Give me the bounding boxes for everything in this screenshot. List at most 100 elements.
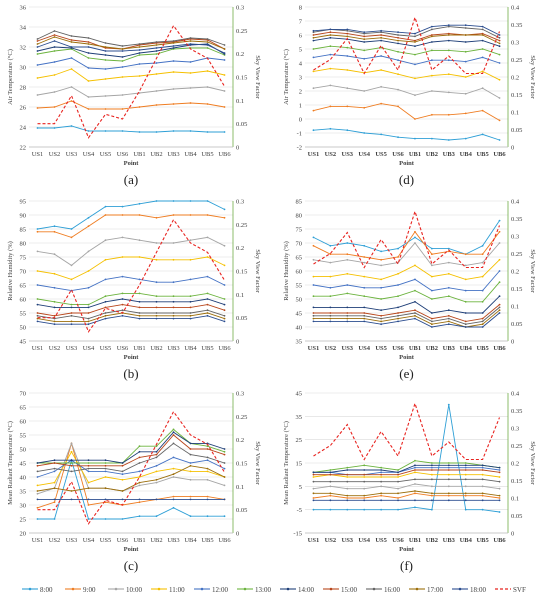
x-tick-label: US2 (49, 537, 61, 544)
series-line-8-00 (313, 128, 500, 141)
data-point (346, 242, 349, 244)
y-tick-label: 70 (296, 241, 303, 248)
data-point (70, 264, 73, 267)
data-point (70, 314, 73, 317)
data-point (36, 38, 39, 40)
data-point (498, 219, 501, 222)
data-point (414, 41, 416, 43)
data-point (464, 469, 467, 471)
x-axis-title: Point (399, 354, 415, 361)
y-tick-label: 80 (20, 241, 27, 248)
data-point (346, 55, 349, 57)
y-axis-title: Mean Radiant Temperature (°C) (283, 421, 290, 505)
y2-tick-label: 0.25 (236, 414, 247, 421)
data-point (70, 490, 73, 492)
y-tick-label: 85 (20, 227, 27, 234)
data-point (447, 403, 450, 406)
y2-tick-label: 0.25 (511, 57, 522, 64)
data-point (397, 306, 399, 309)
data-point (104, 42, 107, 44)
data-point (172, 42, 175, 44)
x-tick-label: US6 (117, 537, 129, 544)
data-point (206, 309, 209, 312)
data-point (53, 34, 56, 36)
data-point (70, 236, 73, 239)
series-line-16-00 (313, 26, 500, 39)
data-point (189, 300, 192, 303)
data-point (481, 312, 484, 314)
data-point (414, 289, 416, 292)
y2-axis-title: Sky View Factor (254, 441, 261, 485)
data-point (104, 462, 107, 464)
data-point (312, 36, 315, 39)
data-point (380, 69, 383, 71)
series-line-10-00 (313, 84, 500, 99)
data-point (155, 456, 158, 459)
data-point (414, 242, 416, 244)
data-point (312, 244, 315, 247)
data-point (346, 46, 349, 49)
y-tick-label: 5 (299, 484, 302, 491)
data-point (104, 314, 107, 317)
data-point (430, 312, 433, 314)
data-point (346, 306, 349, 309)
series-line-16-00 (37, 309, 225, 320)
data-point (121, 518, 124, 520)
data-point (223, 208, 226, 211)
data-point (206, 498, 209, 501)
data-point (70, 35, 73, 37)
y2-tick-label: 0.3 (236, 199, 244, 206)
data-point (312, 39, 315, 42)
data-point (121, 66, 124, 68)
panel-label: (b) (123, 366, 138, 381)
data-point (329, 485, 332, 488)
data-point (380, 320, 383, 323)
data-point (380, 250, 383, 253)
data-point (447, 464, 450, 467)
legend-label: SVF (513, 586, 526, 594)
data-point (363, 90, 366, 92)
series-line-11-00 (313, 259, 500, 280)
data-point (87, 459, 90, 462)
data-point (189, 448, 192, 450)
data-point (70, 303, 73, 306)
y-tick-label: 90 (20, 213, 27, 220)
data-point (447, 494, 450, 497)
x-tick-label: UB2 (426, 151, 438, 158)
data-point (346, 129, 349, 132)
data-point (498, 34, 501, 36)
data-point (346, 469, 349, 471)
data-point (397, 256, 399, 258)
data-point (53, 467, 56, 470)
data-point (363, 314, 366, 317)
data-point (223, 320, 226, 323)
y-tick-label: 50 (20, 447, 27, 454)
data-point (380, 85, 383, 88)
data-point (363, 480, 366, 483)
data-point (329, 53, 332, 56)
data-point (346, 499, 349, 502)
data-point (104, 46, 107, 48)
data-point (329, 473, 332, 476)
data-point (206, 312, 209, 314)
data-point (223, 453, 226, 456)
data-point (363, 499, 366, 502)
data-point (206, 515, 209, 518)
legend-label: 17:00 (427, 586, 443, 594)
x-axis-title: Point (124, 354, 140, 361)
data-point (363, 106, 366, 109)
data-point (155, 200, 158, 202)
data-point (36, 476, 39, 478)
data-point (87, 96, 90, 98)
data-point (346, 466, 349, 469)
data-point (172, 200, 175, 202)
data-point (329, 306, 332, 309)
data-point (464, 41, 467, 43)
data-point (104, 312, 107, 314)
data-point (36, 250, 39, 253)
data-point (464, 92, 467, 95)
series-line-8-00 (37, 125, 225, 133)
x-tick-label: UB3 (443, 151, 456, 158)
data-point (53, 501, 56, 504)
data-point (430, 320, 433, 323)
